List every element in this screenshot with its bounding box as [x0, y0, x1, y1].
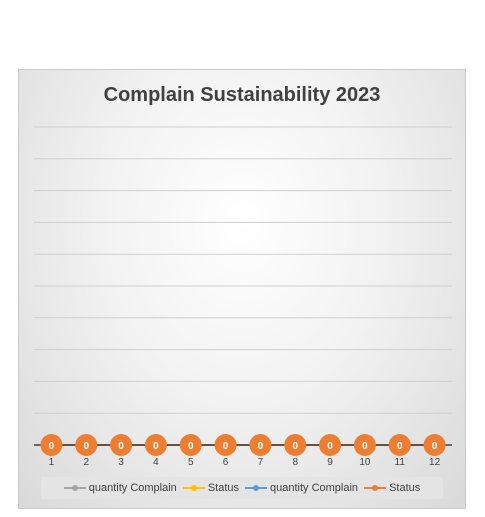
data-label: 0	[362, 441, 368, 452]
legend-label: Status	[207, 482, 239, 494]
x-tick-label: 12	[429, 457, 441, 468]
data-label: 0	[397, 441, 403, 452]
data-point	[353, 434, 376, 456]
legend-label: quantity Complain	[270, 482, 359, 494]
legend-label: Status	[389, 482, 421, 494]
data-label: 0	[118, 441, 124, 452]
legend-item: quantity Complain	[245, 482, 358, 494]
x-tick-label: 4	[153, 457, 159, 468]
legend-label: quantity Complain	[88, 482, 177, 494]
data-label: 0	[258, 441, 264, 452]
data-label: 0	[432, 441, 438, 452]
x-tick-label: 10	[359, 457, 371, 468]
data-point	[179, 434, 202, 456]
data-label: 0	[49, 441, 55, 452]
legend-swatch	[63, 485, 86, 491]
data-label: 0	[327, 441, 333, 452]
chart-area: Complain Sustainability 2023 1 2 3 4 5 6 7 8 9 10…	[18, 69, 466, 509]
x-tick-label: 6	[223, 457, 229, 468]
data-point	[319, 434, 342, 456]
x-tick-label: 1	[49, 457, 55, 468]
legend-item: Status	[182, 482, 239, 494]
x-tick-label: 8	[292, 457, 298, 468]
x-tick-label: 11	[395, 457, 406, 468]
data-point	[144, 434, 167, 456]
data-point	[75, 434, 98, 456]
x-tick-label: 2	[83, 457, 89, 468]
data-label: 0	[223, 441, 229, 452]
data-label: 0	[83, 441, 89, 452]
data-point	[214, 434, 237, 456]
data-point	[388, 434, 411, 456]
data-label: 0	[188, 441, 194, 452]
legend-item: Status	[364, 482, 420, 494]
x-tick-label: 3	[118, 457, 124, 468]
x-tick-label: 9	[327, 457, 333, 468]
legend-swatch	[182, 485, 205, 491]
x-tick-label: 5	[188, 457, 194, 468]
data-label: 0	[153, 441, 159, 452]
legend-swatch	[245, 485, 267, 491]
legend: quantity Complain Status quantity Complain…	[41, 477, 443, 499]
x-tick-label: 7	[258, 457, 264, 468]
legend-swatch	[364, 485, 387, 491]
data-label: 0	[292, 441, 298, 452]
data-point	[284, 434, 307, 456]
legend-item: quantity Complain	[63, 482, 177, 494]
data-point	[110, 434, 133, 456]
chart-title: Complain Sustainability 2023	[103, 84, 381, 106]
data-point	[40, 434, 63, 456]
plot-area: 1 2 3 4 5 6 7 8 9 10 11 120 0 0 0 0 0 0 0 0 0 0 0	[34, 126, 452, 468]
data-point	[249, 434, 272, 456]
data-point	[423, 434, 446, 456]
